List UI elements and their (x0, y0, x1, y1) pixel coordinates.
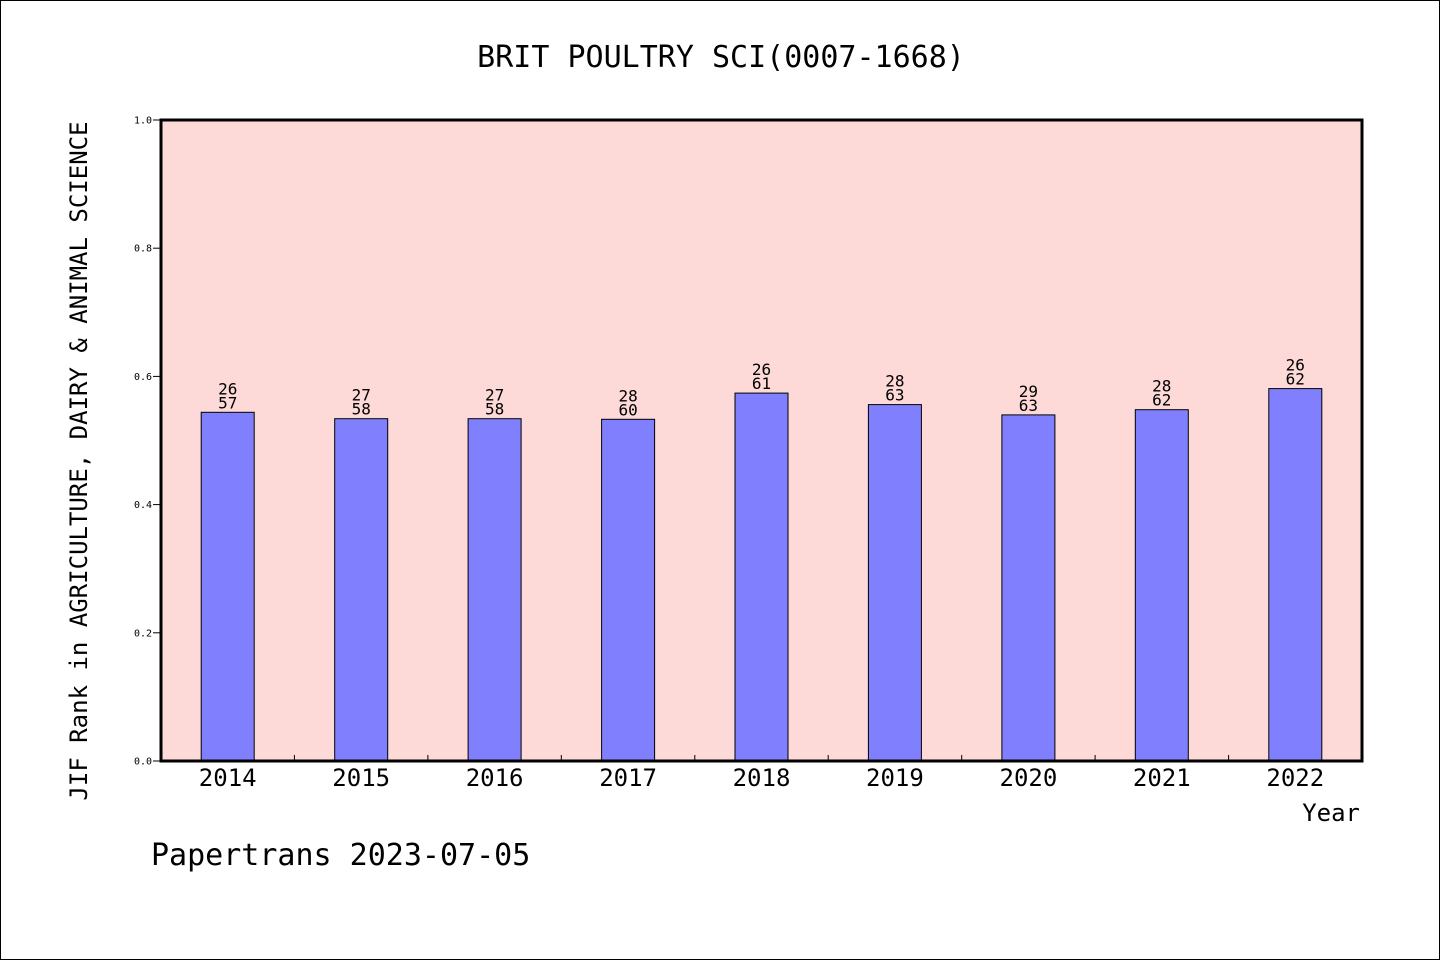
data-label-total-2020: 63 (1019, 396, 1038, 415)
data-label-rank-2014: 26 (218, 379, 237, 398)
x-tick-label-2017: 2017 (599, 764, 657, 792)
data-label-total-2015: 58 (352, 400, 371, 419)
x-tick-label-2018: 2018 (733, 764, 791, 792)
ticks-group: 2014 2015 2016 2017 2018 2019 2020 2021 2022 0.0 0… (134, 116, 1324, 793)
data-label-total-2022: 62 (1286, 370, 1305, 389)
data-label-rank-2019: 28 (885, 372, 904, 391)
bar-2021 (1134, 409, 1189, 762)
data-label-rank-2016: 27 (485, 386, 504, 405)
y-axis-label: JIF Rank in AGRICULTURE, DAIRY & ANIMAL … (65, 121, 93, 800)
x-axis-label: Year (1302, 799, 1360, 827)
data-label-rank-2018: 26 (752, 360, 771, 379)
y-tick-label-1.0: 1.0 (134, 116, 152, 127)
x-tick-label-2021: 2021 (1133, 764, 1191, 792)
y-tick-label-0.8: 0.8 (134, 244, 152, 255)
x-tick-label-2015: 2015 (332, 764, 390, 792)
x-tick-label-2022: 2022 (1266, 764, 1324, 792)
y-tick-label-0.0: 0.0 (134, 757, 152, 768)
data-label-rank-2020: 29 (1019, 382, 1038, 401)
bar-2018 (734, 392, 789, 762)
bar-2017 (601, 418, 656, 762)
y-tick-label-0.6: 0.6 (134, 372, 152, 383)
y-tick-label-0.2: 0.2 (134, 628, 152, 639)
data-label-total-2018: 61 (752, 374, 771, 393)
bar-2022 (1268, 388, 1323, 762)
data-label-rank-2015: 27 (352, 386, 371, 405)
x-tick-label-2016: 2016 (466, 764, 524, 792)
bar-2015 (334, 418, 389, 762)
footer-text: Papertrans 2023-07-05 (151, 838, 530, 873)
data-label-total-2019: 63 (885, 386, 904, 405)
data-label-total-2017: 60 (618, 400, 637, 419)
x-tick-label-2019: 2019 (866, 764, 924, 792)
bar-2016 (467, 418, 522, 762)
bar-2019 (867, 404, 922, 762)
plot-border (159, 118, 1364, 763)
data-label-rank-2021: 28 (1152, 377, 1171, 396)
x-tick-label-2020: 2020 (1000, 764, 1058, 792)
x-tick-label-2014: 2014 (199, 764, 257, 792)
data-label-rank-2017: 28 (618, 386, 637, 405)
y-tick-label-0.4: 0.4 (134, 500, 152, 511)
data-label-total-2016: 58 (485, 400, 504, 419)
bar-2020 (1001, 414, 1056, 762)
bar-2014 (200, 411, 255, 762)
data-label-total-2021: 62 (1152, 391, 1171, 410)
data-label-total-2014: 57 (218, 393, 237, 412)
chart-title: BRIT POULTRY SCI(0007-1668) (477, 40, 965, 75)
data-label-rank-2022: 26 (1286, 356, 1305, 375)
